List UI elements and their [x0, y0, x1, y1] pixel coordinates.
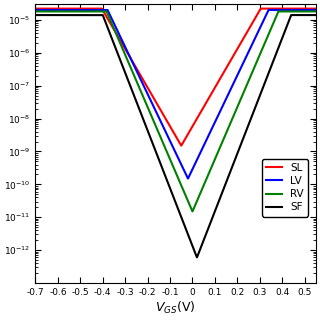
RV	[254, 61, 258, 65]
LV	[48, 8, 52, 12]
SL	[306, 7, 310, 11]
RV	[190, 209, 194, 213]
SL	[179, 144, 183, 148]
SL	[163, 115, 166, 118]
SL	[314, 7, 318, 11]
LV	[163, 127, 166, 131]
Line: RV: RV	[36, 12, 316, 211]
SF	[195, 255, 199, 259]
LV	[306, 8, 310, 12]
LV	[186, 177, 190, 180]
LV	[314, 8, 318, 12]
LV	[254, 33, 258, 37]
SF	[163, 172, 166, 175]
SL	[34, 7, 37, 11]
RV	[170, 161, 174, 165]
SL	[254, 14, 258, 18]
RV	[48, 10, 52, 13]
LV	[170, 143, 174, 147]
SL	[170, 127, 174, 131]
Line: SL: SL	[36, 9, 316, 146]
SF	[306, 13, 310, 17]
X-axis label: $V_{GS}$(V): $V_{GS}$(V)	[156, 300, 196, 316]
LV	[306, 8, 310, 12]
SF	[170, 191, 174, 195]
Line: LV: LV	[36, 10, 316, 179]
SL	[306, 7, 310, 11]
Legend: SL, LV, RV, SF: SL, LV, RV, SF	[262, 159, 308, 217]
SF	[306, 13, 310, 17]
RV	[163, 144, 166, 148]
RV	[34, 10, 37, 13]
SF	[34, 13, 37, 17]
SF	[254, 103, 258, 107]
RV	[306, 10, 310, 13]
LV	[34, 8, 37, 12]
RV	[314, 10, 318, 13]
Line: SF: SF	[36, 15, 316, 257]
SF	[48, 13, 52, 17]
RV	[306, 10, 310, 13]
SF	[314, 13, 318, 17]
SL	[48, 7, 52, 11]
